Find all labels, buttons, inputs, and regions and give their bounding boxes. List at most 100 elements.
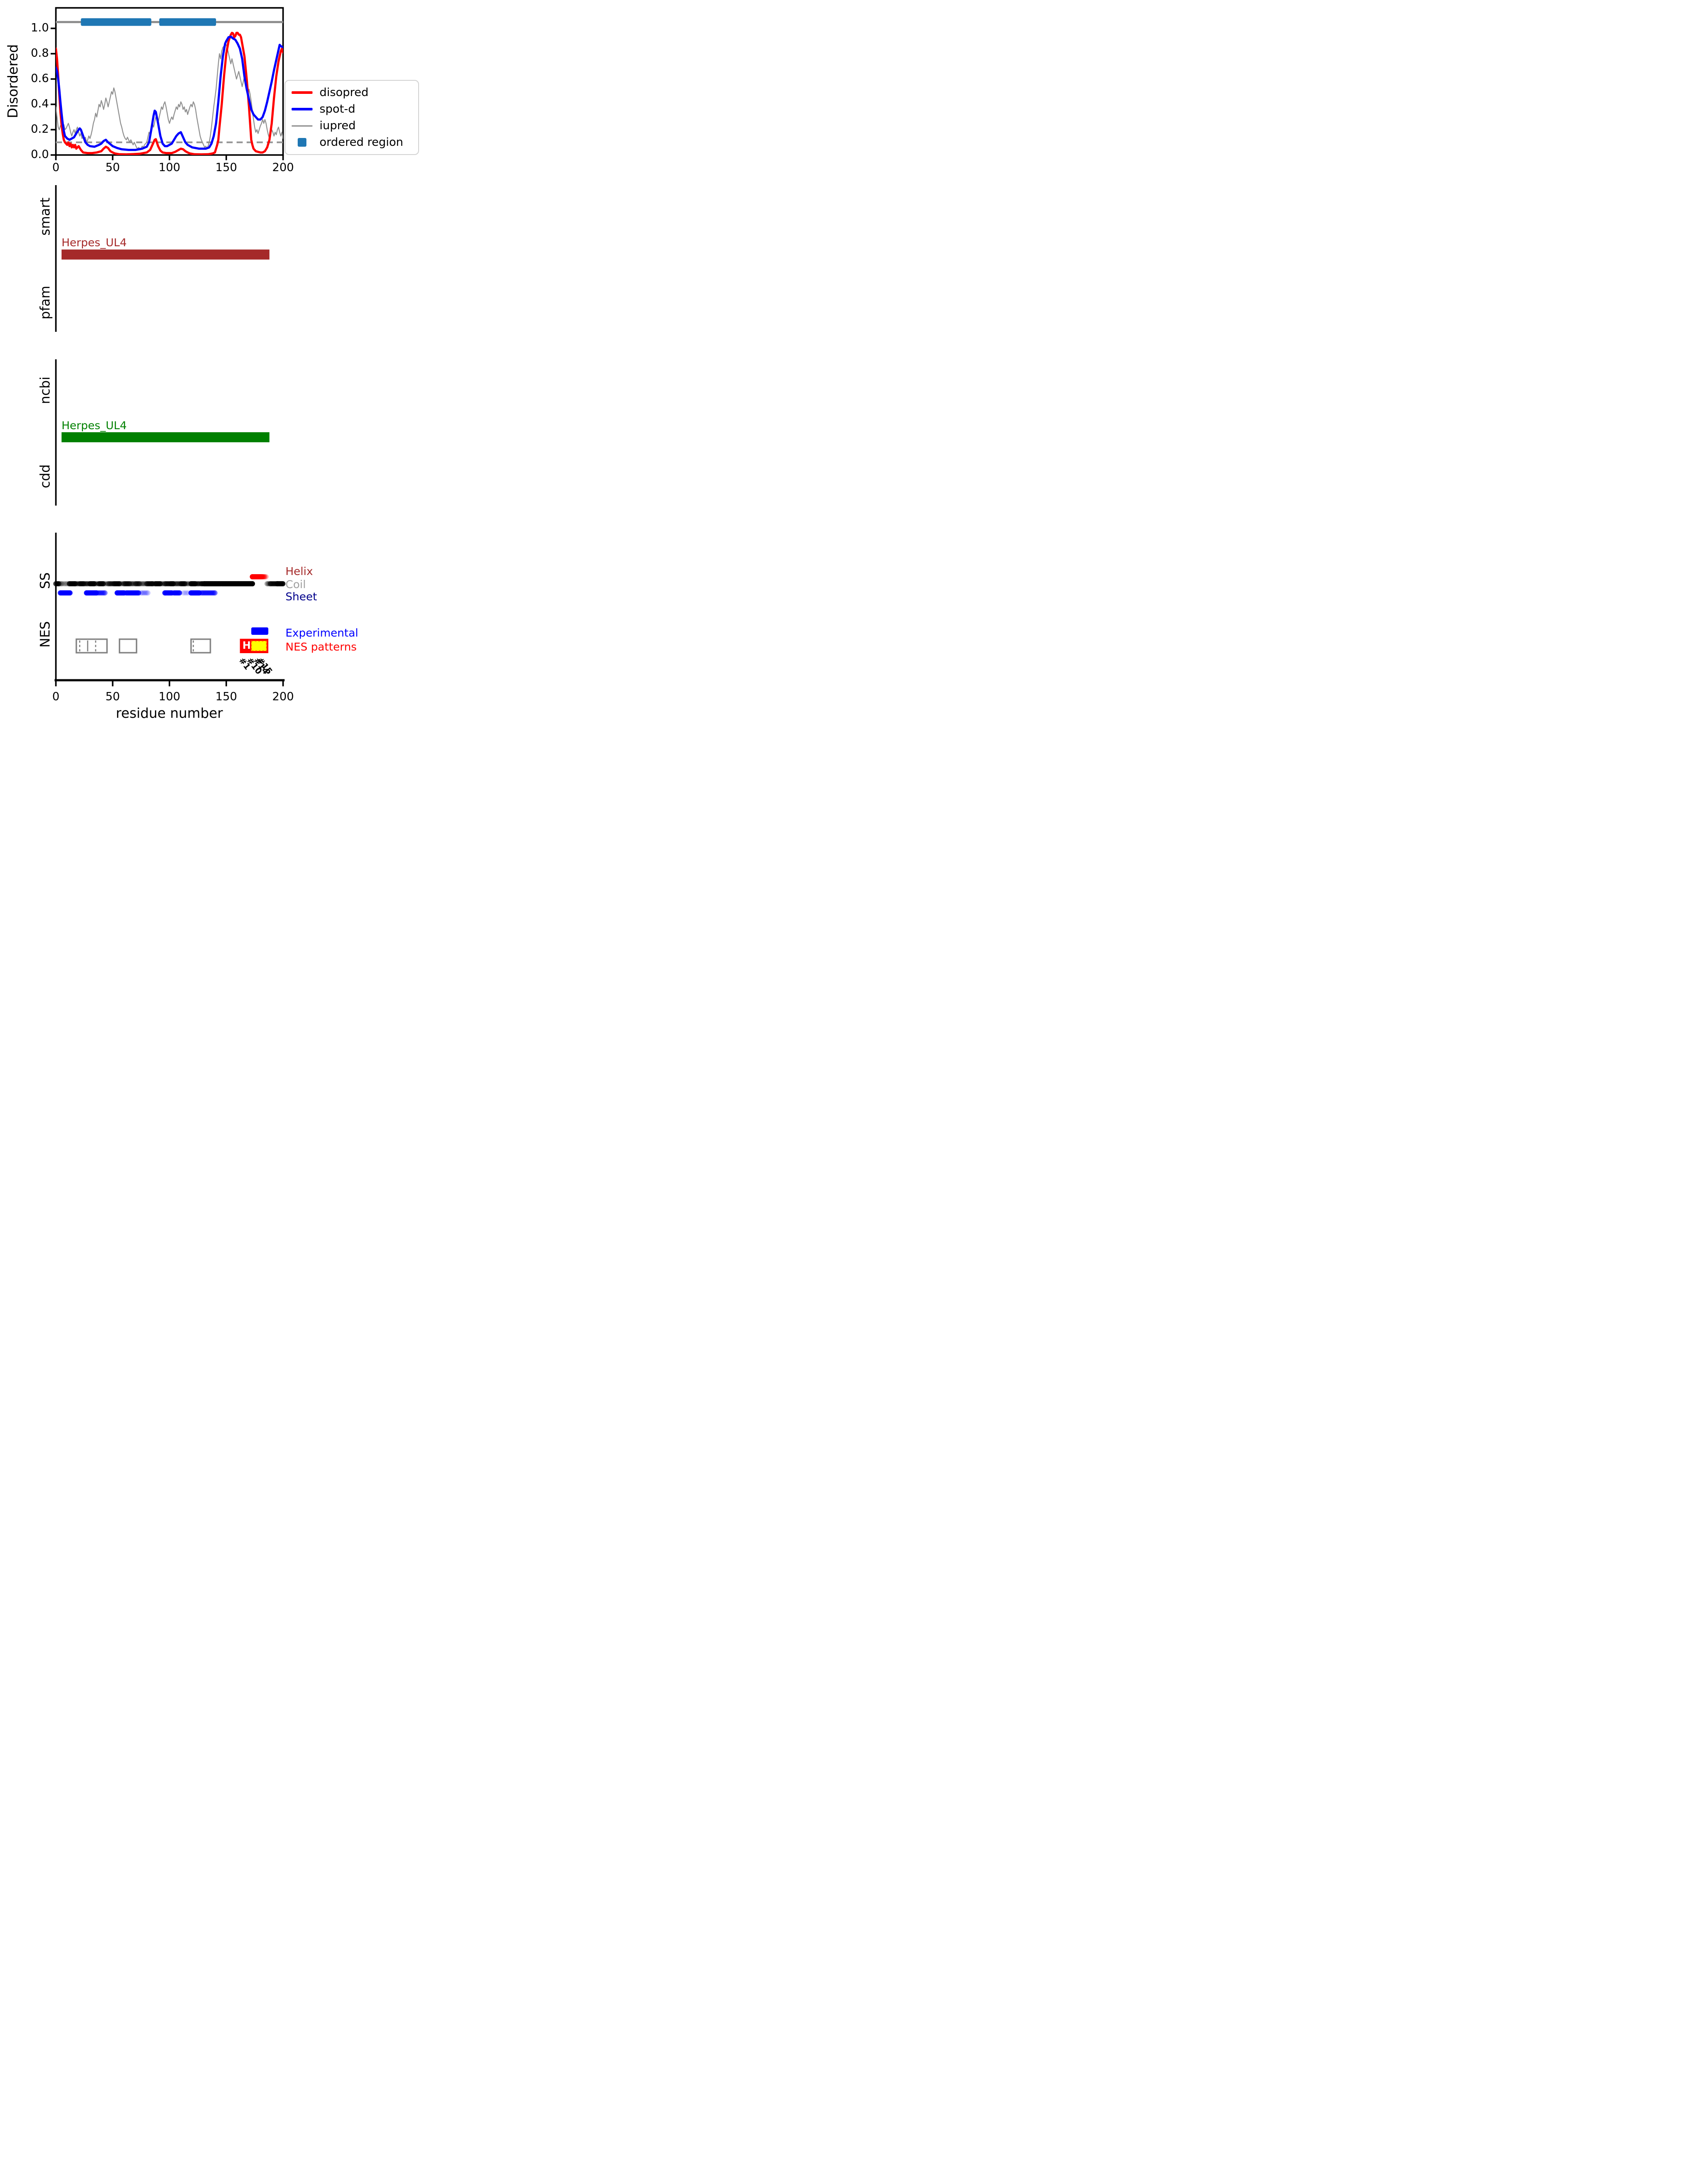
coil-dot bbox=[128, 581, 134, 586]
coil-dot bbox=[56, 581, 62, 586]
x-axis-label-residue-number: residue number bbox=[116, 706, 223, 721]
nes-pattern-box bbox=[76, 638, 108, 654]
coil-dot bbox=[149, 581, 155, 586]
legend-row-disopred: disopred bbox=[292, 86, 418, 99]
coil-dot bbox=[174, 581, 179, 586]
residue-xtick-label: 0 bbox=[52, 690, 60, 703]
nes-yellow-box bbox=[251, 640, 267, 651]
helix-dot bbox=[261, 574, 266, 579]
figure-canvas bbox=[51, 7, 285, 686]
ss-legend-sheet: Sheet bbox=[285, 590, 317, 603]
disorder-legend: disopred spot-d iupred ordered region bbox=[285, 80, 419, 155]
coil-dot bbox=[171, 581, 176, 586]
sheet-dot bbox=[102, 590, 108, 596]
nes-legend-experimental: Experimental bbox=[285, 627, 358, 639]
coil-dot bbox=[56, 581, 62, 586]
coil-dot bbox=[100, 581, 106, 586]
legend-label: spot-d bbox=[320, 103, 356, 116]
ordered-region-box bbox=[159, 18, 216, 26]
coil-dot bbox=[137, 581, 142, 586]
row-label-ss: SS bbox=[38, 572, 53, 589]
coil-dot bbox=[182, 581, 188, 586]
ytick-label: 1.0 bbox=[31, 21, 49, 34]
coil-dot bbox=[280, 581, 285, 586]
xtick-label: 200 bbox=[272, 161, 294, 174]
coil-dot bbox=[250, 581, 255, 586]
ytick-label: 0.0 bbox=[31, 148, 49, 161]
disopred-line-sample bbox=[292, 91, 313, 94]
coil-dot bbox=[101, 581, 107, 586]
coil-dot bbox=[140, 581, 145, 586]
xtick-label: 50 bbox=[105, 161, 120, 174]
sheet-dot bbox=[182, 590, 187, 596]
nes-pattern-box bbox=[119, 638, 137, 654]
coil-dot bbox=[91, 581, 97, 586]
y-axis-label-disordered: Disordered bbox=[5, 44, 21, 118]
ytick-label: 0.2 bbox=[31, 123, 49, 136]
ytick-label: 0.6 bbox=[31, 72, 49, 85]
xtick-label: 150 bbox=[215, 161, 237, 174]
sheet-dot bbox=[144, 590, 149, 596]
residue-xtick-label: 200 bbox=[272, 690, 294, 703]
helix-dot bbox=[263, 574, 269, 579]
residue-xtick-label: 50 bbox=[105, 690, 120, 703]
series-disopred bbox=[56, 31, 283, 155]
sheet-dot bbox=[145, 590, 151, 596]
coil-dot bbox=[92, 581, 97, 586]
series-spot-d bbox=[56, 35, 283, 151]
coil-dot bbox=[61, 581, 67, 586]
sheet-dot bbox=[138, 590, 144, 596]
legend-row-iupred: iupred bbox=[292, 119, 418, 132]
sheet-dot bbox=[142, 590, 148, 596]
row-label-nes: NES bbox=[38, 621, 53, 648]
nes-pattern-box bbox=[190, 638, 211, 654]
row-label-ncbi: ncbi bbox=[38, 376, 53, 404]
coil-dot bbox=[158, 581, 163, 586]
ordered-region-swatch bbox=[292, 138, 313, 147]
ytick-label: 0.8 bbox=[31, 47, 49, 60]
xtick-label: 0 bbox=[52, 161, 60, 174]
helix-dot bbox=[262, 574, 268, 579]
nes-legend-patterns: NES patterns bbox=[285, 640, 357, 653]
legend-label: iupred bbox=[320, 119, 356, 132]
ytick-label: 0.4 bbox=[31, 97, 49, 110]
cdd-domain-label: Herpes_UL4 bbox=[62, 419, 127, 432]
sheet-dot bbox=[67, 590, 73, 596]
sheet-dot bbox=[177, 590, 182, 596]
coil-dot bbox=[157, 581, 163, 586]
residue-xtick-label: 100 bbox=[158, 690, 181, 703]
experimental-nes-bar bbox=[251, 627, 268, 635]
residue-xtick-label: 150 bbox=[215, 690, 237, 703]
coil-dot bbox=[138, 581, 144, 586]
legend-row-spot-d: spot-d bbox=[292, 103, 418, 116]
xtick-label: 100 bbox=[158, 161, 181, 174]
sheet-dot bbox=[183, 590, 189, 596]
sheet-dot bbox=[141, 590, 147, 596]
smart-domain-label: Herpes_UL4 bbox=[62, 236, 127, 249]
protein-disorder-figure: Disordered 0.0 0.2 0.4 0.6 0.8 1.0 0 50 100 150 2… bbox=[0, 0, 427, 729]
coil-dot bbox=[62, 581, 68, 586]
row-label-pfam: pfam bbox=[38, 286, 53, 320]
legend-label: ordered region bbox=[320, 136, 403, 149]
ss-legend-helix: Helix bbox=[285, 565, 313, 578]
row-label-smart: smart bbox=[38, 197, 53, 236]
smart-domain-bar bbox=[62, 249, 270, 260]
cdd-domain-bar bbox=[62, 432, 270, 442]
ss-legend-coil: Coil bbox=[285, 578, 306, 591]
nes-h-label: H bbox=[242, 640, 251, 651]
coil-dot bbox=[58, 581, 63, 586]
coil-dot bbox=[72, 581, 78, 586]
disorder-plot-frame bbox=[55, 7, 284, 156]
coil-dot bbox=[172, 581, 178, 586]
row-label-cdd: cdd bbox=[38, 464, 53, 489]
sheet-dot bbox=[212, 590, 218, 596]
coil-dot bbox=[59, 581, 65, 586]
legend-row-ordered-region: ordered region bbox=[292, 136, 418, 149]
coil-dot bbox=[72, 581, 78, 586]
coil-dot bbox=[117, 581, 122, 586]
sheet-dot bbox=[140, 590, 145, 596]
iupred-line-sample bbox=[292, 125, 313, 127]
coil-dot bbox=[184, 581, 189, 586]
coil-dot bbox=[127, 581, 132, 586]
coil-dot bbox=[117, 581, 122, 586]
